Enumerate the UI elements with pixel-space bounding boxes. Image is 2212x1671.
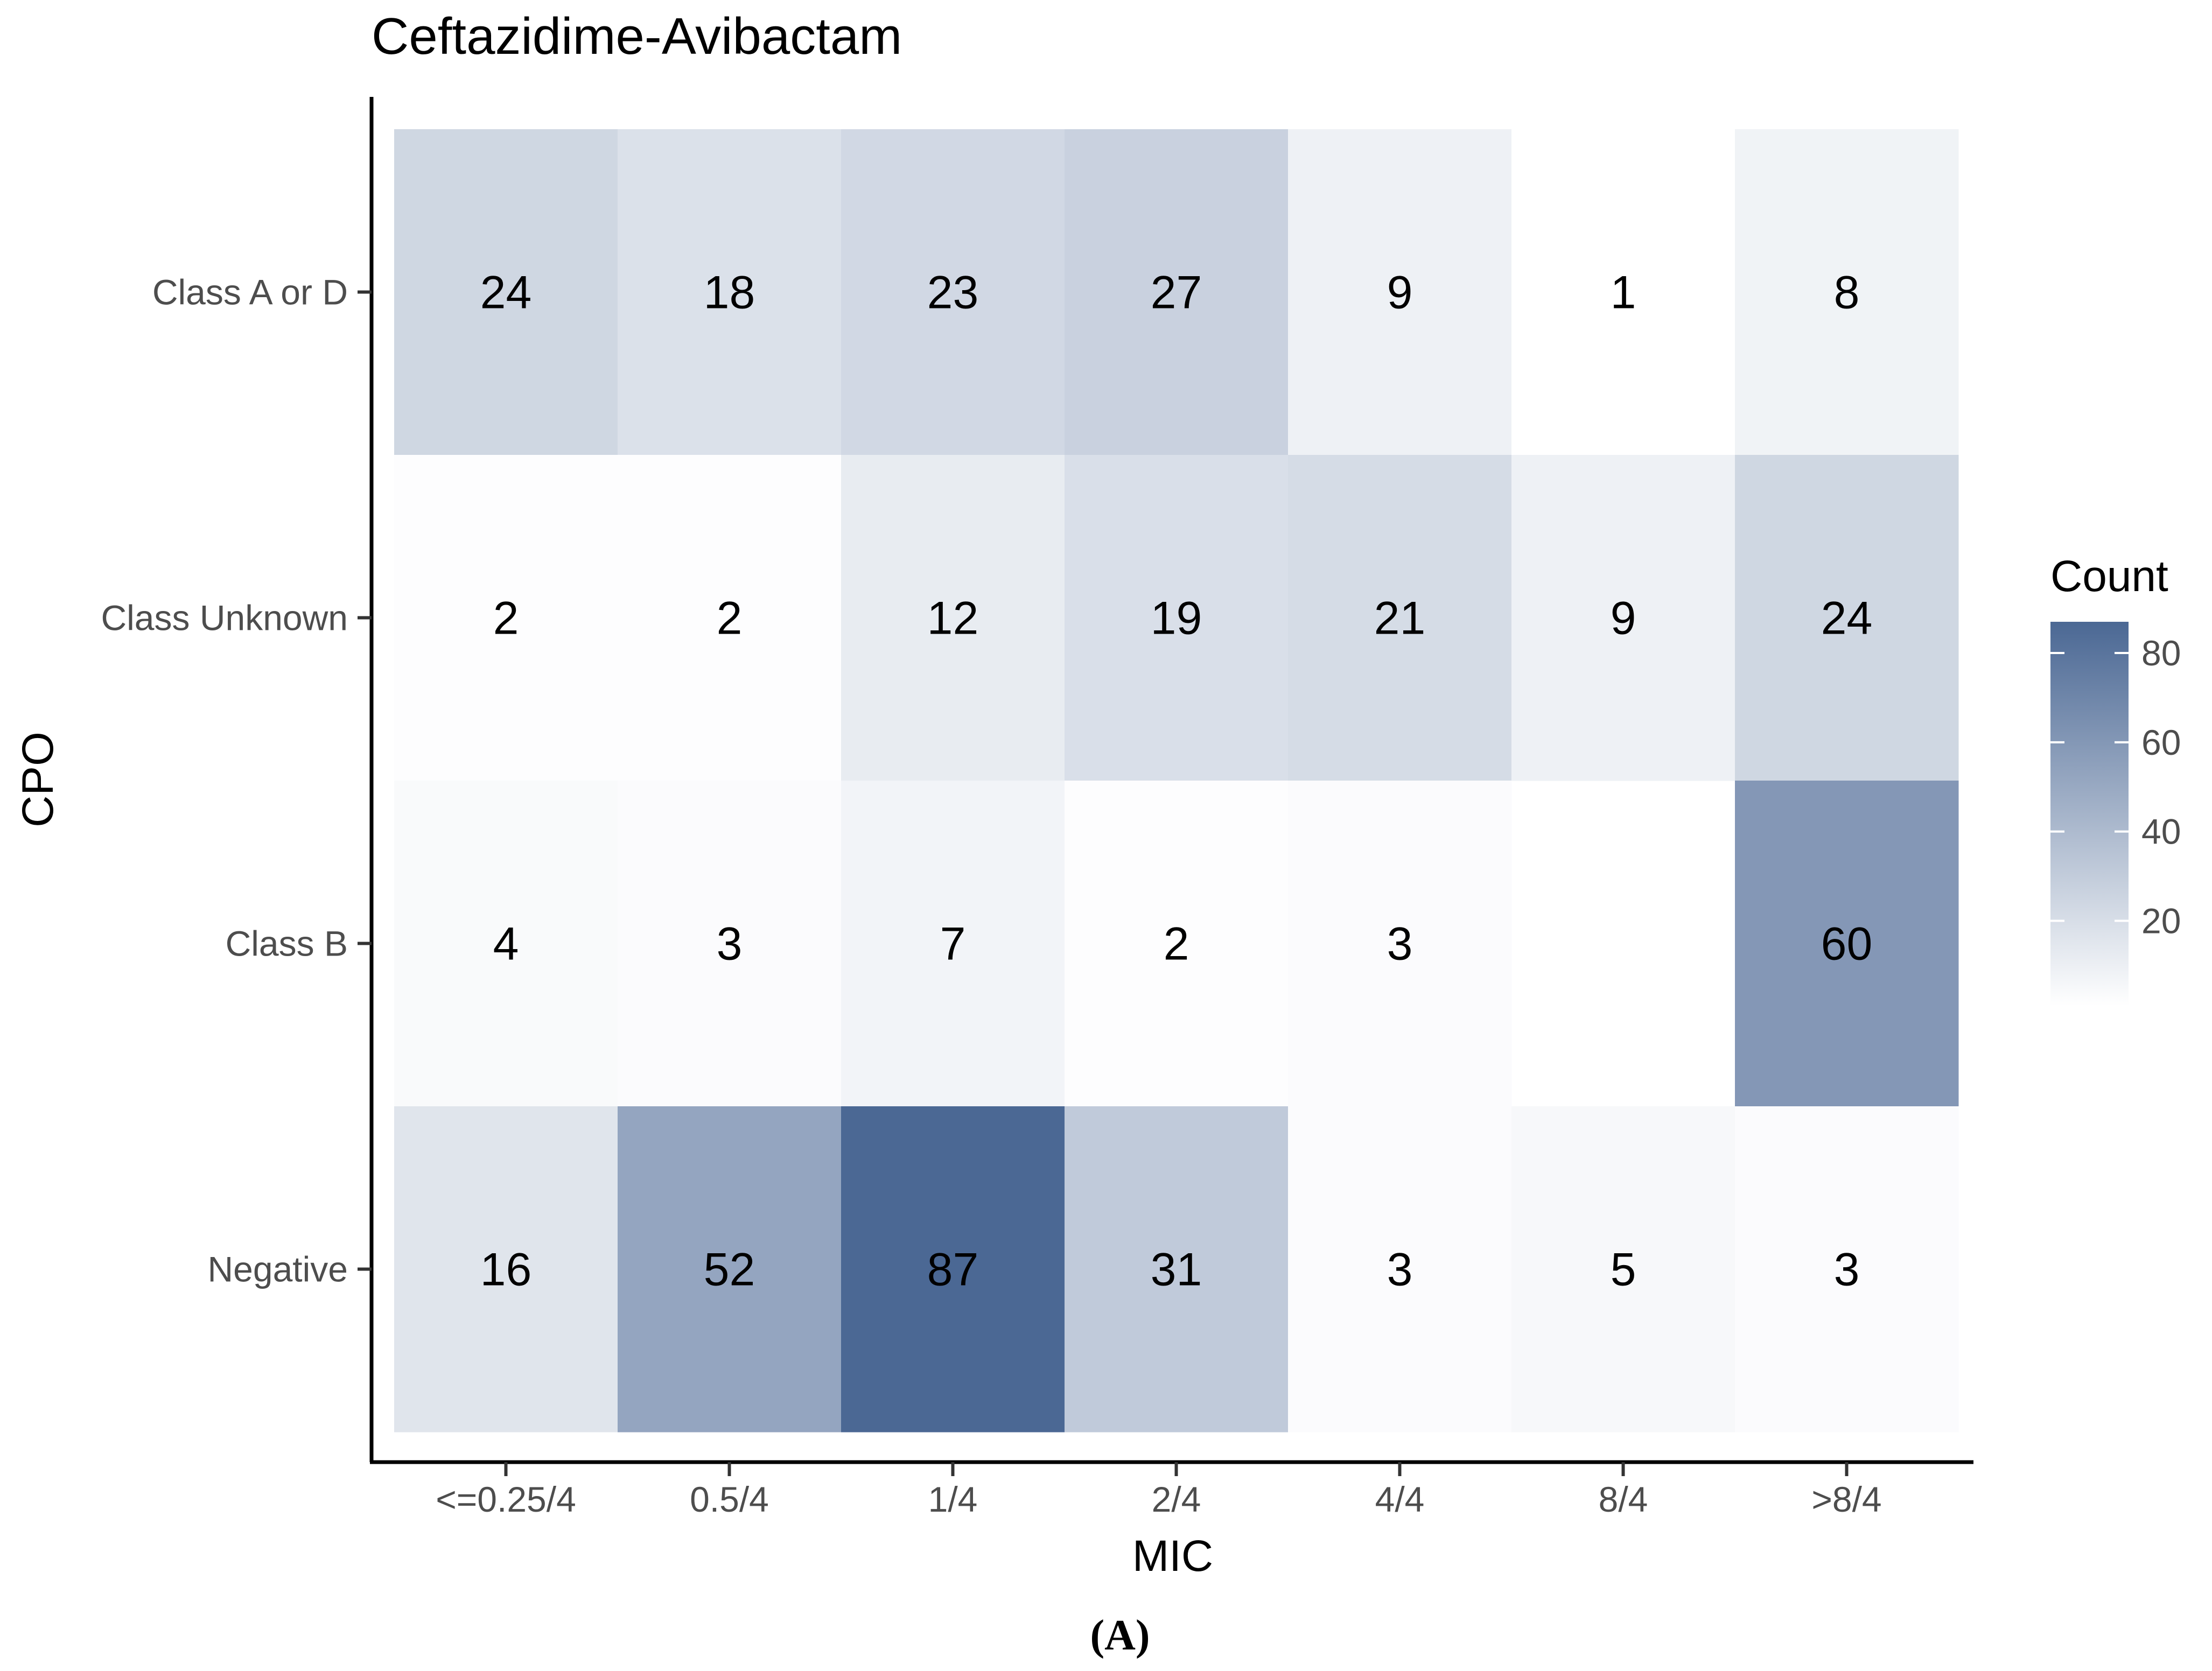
panel-label: (A) [1090,1612,1150,1659]
heatmap-cell [841,1106,1065,1433]
heatmap-cell [1288,129,1512,455]
heatmap-cell [1288,781,1512,1107]
cell-label: 24 [480,267,532,319]
legend-ticks: 20 40 60 80 [2050,633,2181,940]
heatmap-cell [1511,1106,1735,1433]
heatmap-cell [1065,455,1289,781]
cell-label: 60 [1821,918,1873,970]
cell-label: 52 [704,1244,755,1296]
axes [369,97,1973,1464]
cell-label: 1 [1611,267,1636,319]
cell-label: 19 [1151,593,1202,644]
y-axis-ticks: Class A or D Class Unknown Class B Negative [101,272,372,1289]
cell-label: 87 [927,1244,979,1296]
heatmap-cell [394,1106,618,1433]
cell-label: 18 [704,267,755,319]
heatmap-cell [1065,1106,1289,1433]
heatmap-cell [1065,129,1289,455]
heatmap-cell [841,455,1065,781]
heatmap-cell [1735,781,1959,1107]
heatmap-cell [618,455,842,781]
chart-title: Ceftazidime-Avibactam [372,8,902,65]
heatmap-cell [1735,129,1959,455]
cell-label: 27 [1151,267,1202,319]
y-tick-label: Class B [226,924,348,964]
cell-label: 9 [1387,267,1413,319]
heatmap-cell [1288,1106,1512,1433]
cell-label: 12 [927,593,979,644]
y-tick-label: Negative [208,1249,348,1289]
cell-label: 4 [493,918,519,970]
heatmap-cell [1735,1106,1959,1433]
cell-label: 2 [493,593,519,644]
cell-label: 9 [1611,593,1636,644]
cell-label: 3 [1387,1244,1413,1296]
cell-label: 3 [1387,918,1413,970]
legend-colorbar [2050,622,2129,1006]
heatmap-cell [841,129,1065,455]
heatmap-cell [618,781,842,1107]
heatmap-cell [1511,129,1735,455]
heatmap-cell [394,781,618,1107]
heatmap-cell [618,129,842,455]
heatmap-cell [1288,455,1512,781]
cell-label: 23 [927,267,979,319]
cell-label: 2 [717,593,743,644]
legend-tick-label: 80 [2141,633,2181,673]
heatmap-cell [394,129,618,455]
legend-tick-label: 20 [2141,901,2181,940]
x-axis-title: MIC [1132,1532,1213,1581]
cell-label: 16 [480,1244,532,1296]
cell-label: 5 [1611,1244,1636,1296]
y-tick-label: Class Unknown [101,598,348,638]
cell-label: 3 [1834,1244,1860,1296]
x-tick-label: 0.5/4 [690,1479,769,1519]
x-tick-label: 4/4 [1375,1479,1425,1519]
cell-label: 7 [940,918,966,970]
cell-label: 2 [1164,918,1189,970]
heatmap-cell [394,455,618,781]
x-tick-label: <=0.25/4 [436,1479,576,1519]
color-legend: Count 20 40 60 80 [2050,552,2181,1006]
legend-tick-label: 60 [2141,722,2181,762]
x-tick-label: >8/4 [1811,1479,1881,1519]
cell-label: 8 [1834,267,1860,319]
legend-tick-label: 40 [2141,812,2181,852]
y-tick-label: Class A or D [152,272,348,312]
y-axis-title: CPO [13,732,62,827]
cell-label: 31 [1151,1244,1202,1296]
legend-title: Count [2050,552,2168,601]
x-tick-label: 8/4 [1599,1479,1648,1519]
cell-label: 24 [1821,593,1873,644]
heatmap-cell [1065,781,1289,1107]
heatmap-cell [1735,455,1959,781]
x-tick-label: 2/4 [1152,1479,1201,1519]
x-axis-ticks: <=0.25/4 0.5/4 1/4 2/4 4/4 8/4 >8/4 [436,1462,1882,1519]
heatmap-cell [618,1106,842,1433]
cell-label: 3 [717,918,743,970]
x-tick-label: 1/4 [928,1479,978,1519]
heatmap-cell [841,781,1065,1107]
cell-label: 21 [1374,593,1426,644]
heatmap-cell [1511,455,1735,781]
